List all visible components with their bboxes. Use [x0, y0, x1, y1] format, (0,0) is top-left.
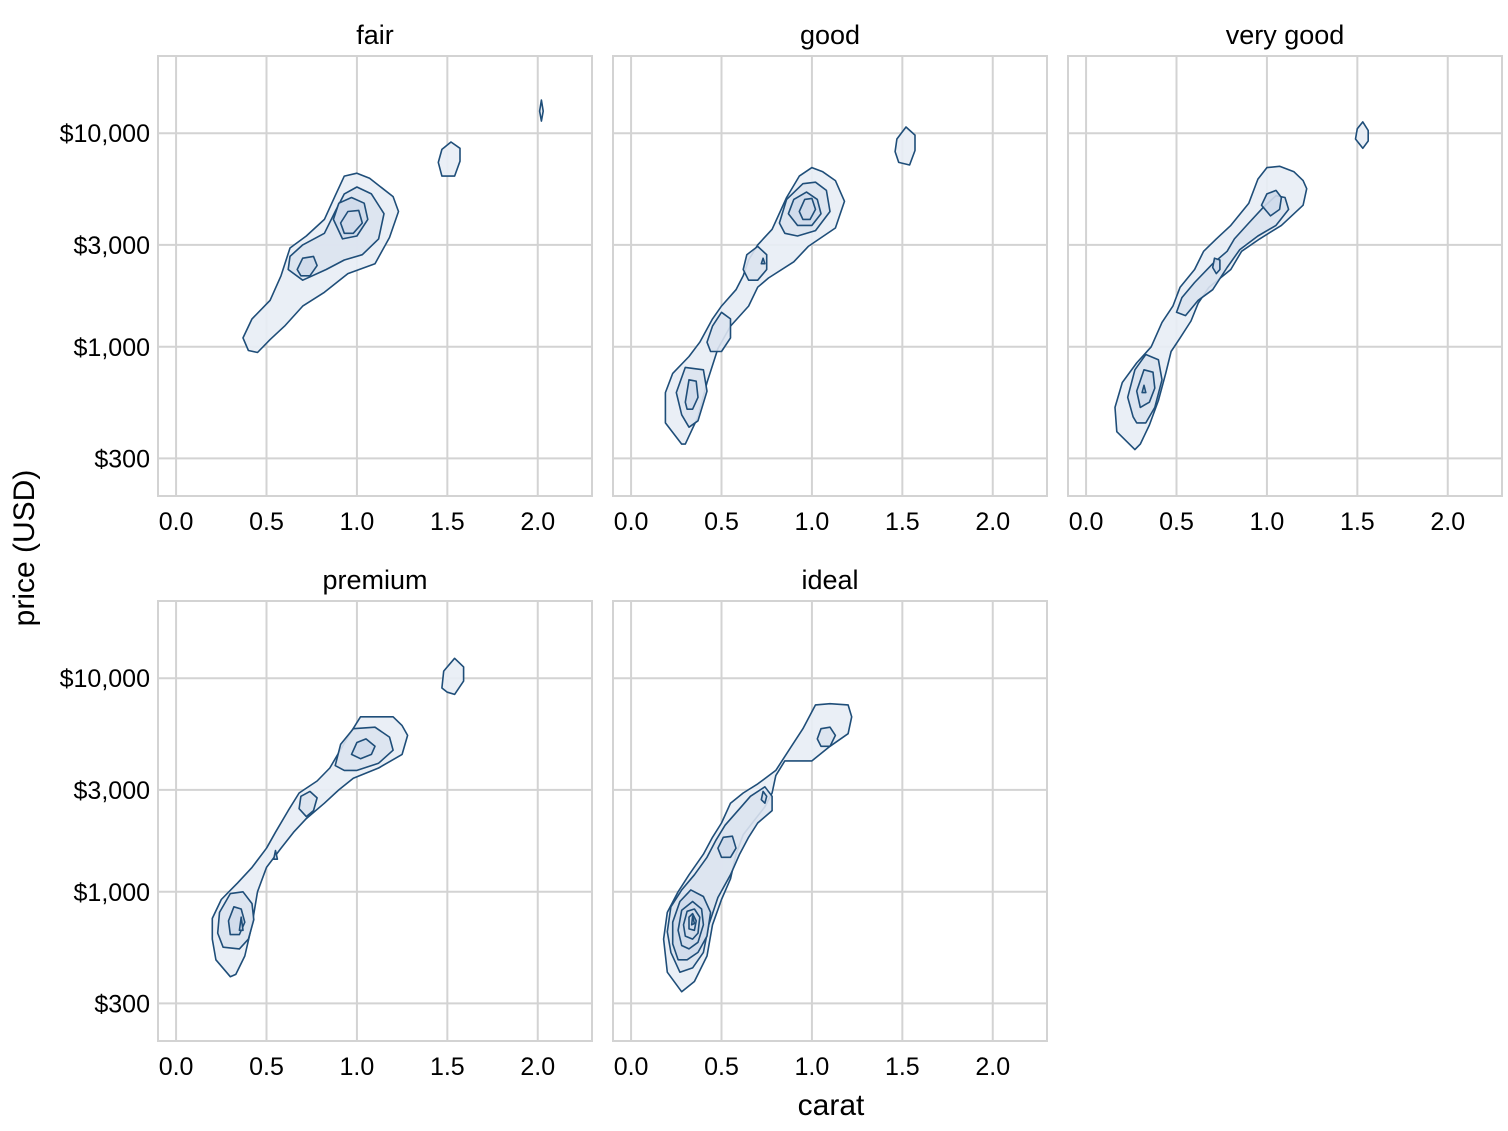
y-tick-label: $300 — [94, 990, 150, 1018]
density-contour — [538, 99, 545, 122]
x-tick-label: 0.0 — [1069, 508, 1104, 536]
y-tick-label: $3,000 — [74, 777, 150, 805]
facet-title: ideal — [801, 565, 858, 595]
panel-frame — [1067, 55, 1503, 497]
x-tick-label: 0.5 — [249, 508, 284, 536]
x-tick-label: 1.0 — [795, 1053, 830, 1081]
x-tick-label: 0.0 — [159, 508, 194, 536]
facet-panels: fair 0.0 0.5 1.0 1.5 2.0 $300 $1,000 $3,000 $10,0… — [60, 20, 1503, 1081]
x-tick-label: 1.5 — [430, 508, 465, 536]
panel-frame — [612, 600, 1048, 1042]
density-contour — [350, 738, 376, 760]
density-contour — [1211, 257, 1221, 275]
x-tick-label: 1.5 — [885, 508, 920, 536]
x-tick-label: 1.0 — [340, 1053, 375, 1081]
density-contour — [296, 255, 318, 277]
x-tick-label: 1.5 — [430, 1053, 465, 1081]
density-contour — [272, 849, 279, 861]
density-contour — [706, 311, 732, 353]
x-tick-label: 0.0 — [159, 1053, 194, 1081]
density-contour — [441, 657, 465, 696]
density-contour — [684, 378, 699, 411]
density-contour — [816, 726, 837, 748]
x-tick-label: 2.0 — [975, 508, 1010, 536]
density-contour — [742, 245, 768, 282]
facet-panel-ideal: ideal 0.0 0.5 1.0 1.5 2.0 — [612, 565, 1048, 1081]
x-axis-title: carat — [798, 1089, 865, 1122]
x-tick-label: 0.5 — [704, 1053, 739, 1081]
density-contour — [717, 835, 737, 859]
density-contour — [1114, 165, 1308, 451]
y-tick-label: $10,000 — [60, 120, 150, 148]
y-tick-label: $1,000 — [74, 879, 150, 907]
density-contour — [1141, 384, 1147, 394]
x-tick-label: 0.5 — [1159, 508, 1194, 536]
x-tick-label: 1.0 — [340, 508, 375, 536]
density-contour — [1354, 121, 1369, 150]
facet-panel-premium: premium 0.0 0.5 1.0 1.5 2.0 $300 $1,000 $3,000 $1… — [60, 565, 593, 1081]
panel-frame — [157, 55, 593, 497]
x-tick-label: 0.0 — [614, 1053, 649, 1081]
x-tick-label: 1.5 — [1340, 508, 1375, 536]
y-tick-label: $300 — [94, 445, 150, 473]
x-tick-label: 2.0 — [1430, 508, 1465, 536]
density-contour — [760, 790, 768, 805]
x-tick-label: 0.5 — [249, 1053, 284, 1081]
x-tick-label: 2.0 — [975, 1053, 1010, 1081]
panel-frame — [612, 55, 1048, 497]
x-tick-label: 0.5 — [704, 508, 739, 536]
density-contour — [298, 790, 318, 818]
x-tick-label: 0.0 — [614, 508, 649, 536]
x-tick-label: 1.5 — [885, 1053, 920, 1081]
y-axis-title: price (USD) — [8, 470, 41, 627]
y-tick-label: $1,000 — [74, 334, 150, 362]
y-tick-label: $3,000 — [74, 232, 150, 260]
density-contour — [238, 916, 244, 932]
facet-title: fair — [356, 20, 394, 50]
y-tick-label: $10,000 — [60, 665, 150, 693]
density-contour — [339, 209, 364, 235]
x-tick-label: 2.0 — [520, 508, 555, 536]
density-contour — [1260, 189, 1283, 217]
density-contour — [760, 257, 766, 265]
x-tick-label: 1.0 — [1250, 508, 1285, 536]
facet-panel-good: good 0.0 0.5 1.0 1.5 2.0 — [612, 20, 1048, 536]
facet-panel-fair: fair 0.0 0.5 1.0 1.5 2.0 $300 $1,000 $3,000 $10,0… — [60, 20, 593, 536]
density-contour — [894, 126, 916, 166]
density-contour — [437, 141, 461, 177]
facet-title: premium — [322, 565, 427, 595]
x-tick-label: 2.0 — [520, 1053, 555, 1081]
density-contour — [1135, 368, 1156, 409]
density-contour — [690, 915, 696, 926]
panel-frame — [157, 600, 593, 1042]
facet-panel-very-good: very good 0.0 0.5 1.0 1.5 2.0 — [1067, 20, 1503, 536]
facet-title: very good — [1226, 20, 1345, 50]
x-tick-label: 1.0 — [795, 508, 830, 536]
facet-title: good — [800, 20, 860, 50]
density-contour — [798, 197, 817, 221]
